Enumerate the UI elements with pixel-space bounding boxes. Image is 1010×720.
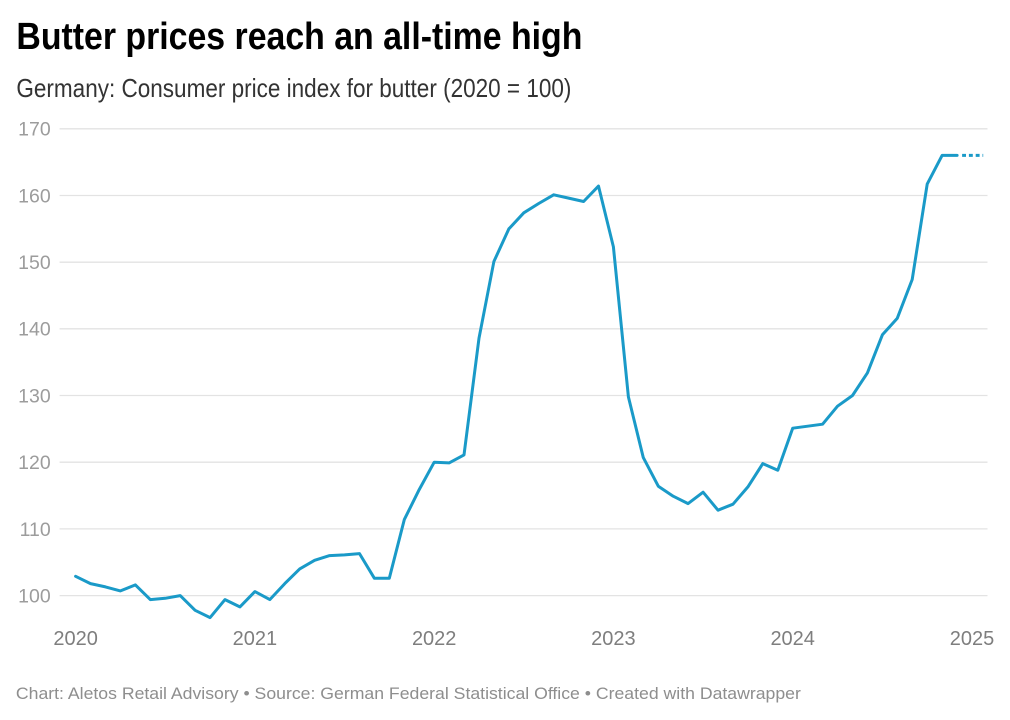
svg-text:130: 130 [18, 385, 51, 407]
svg-text:2025: 2025 [950, 628, 995, 650]
svg-text:Germany: Consumer price index: Germany: Consumer price index for butter… [16, 73, 571, 103]
svg-text:Chart: Aletos Retail Advisory: Chart: Aletos Retail Advisory • Source: … [16, 685, 802, 703]
svg-text:2023: 2023 [591, 628, 636, 650]
svg-text:110: 110 [20, 519, 51, 541]
svg-text:2020: 2020 [53, 628, 98, 650]
svg-text:120: 120 [18, 452, 51, 474]
svg-text:140: 140 [18, 319, 51, 341]
svg-text:150: 150 [18, 252, 51, 274]
svg-text:2021: 2021 [233, 628, 278, 650]
svg-text:2022: 2022 [412, 628, 457, 650]
svg-text:Butter prices reach an all-tim: Butter prices reach an all-time high [16, 16, 582, 58]
svg-text:170: 170 [18, 119, 51, 141]
svg-text:2024: 2024 [770, 628, 815, 650]
svg-text:100: 100 [18, 586, 51, 608]
svg-text:160: 160 [18, 185, 51, 207]
